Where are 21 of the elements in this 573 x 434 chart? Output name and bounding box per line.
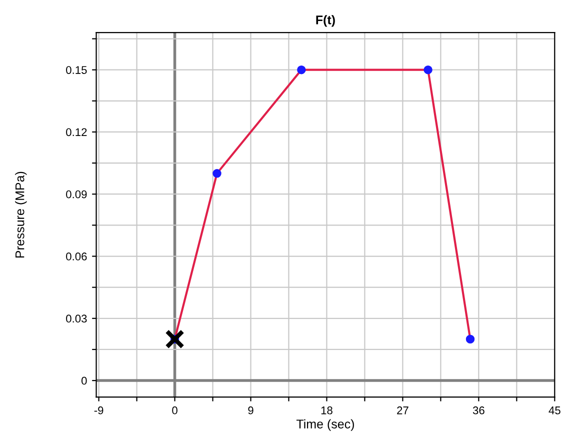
y-tick-label: 0.15: [66, 66, 87, 74]
x-axis-title: Time (sec): [296, 419, 354, 431]
point: [424, 65, 432, 74]
point: [212, 169, 222, 178]
point: [165, 329, 184, 349]
x-tick-label: 9: [248, 406, 254, 414]
y-tick-label: 0.03: [66, 314, 87, 323]
y-tick-label: 0.09: [66, 190, 87, 198]
x-tick-label: 36: [472, 406, 484, 414]
x-tick-label: 18: [321, 406, 332, 414]
y-tick-label: 0.06: [66, 252, 87, 260]
point: [466, 334, 475, 344]
y-tick-label: 0: [81, 376, 87, 385]
y-tick-label: 0.12: [66, 128, 87, 136]
chart-title: F(t): [316, 15, 335, 27]
x-tick-label: -9: [94, 406, 104, 414]
point: [297, 65, 306, 74]
x-tick-label: 45: [548, 406, 560, 414]
x-tick-label: 27: [397, 406, 408, 414]
y-axis-title: Pressure (MPa): [15, 172, 27, 258]
x-tick-label: 0: [172, 406, 178, 414]
